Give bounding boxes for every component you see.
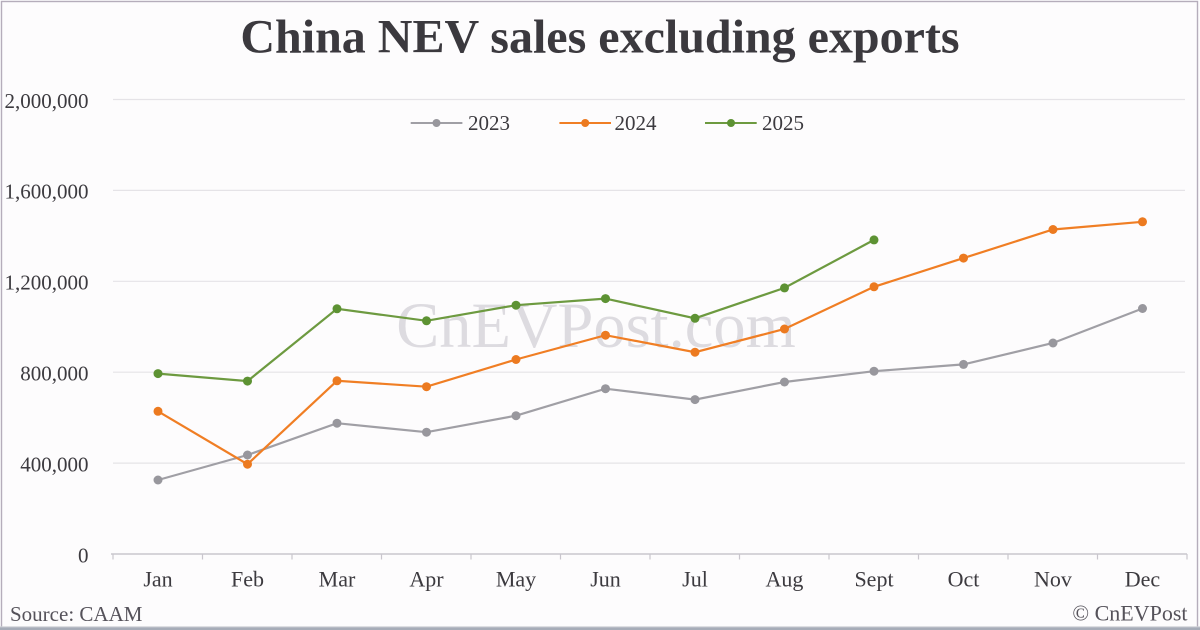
svg-text:Sept: Sept	[854, 567, 893, 592]
svg-text:Jul: Jul	[682, 567, 708, 592]
svg-text:Aug: Aug	[766, 567, 804, 592]
svg-text:1,200,000: 1,200,000	[5, 271, 89, 295]
svg-text:Mar: Mar	[319, 567, 356, 592]
svg-text:Jun: Jun	[590, 567, 621, 592]
svg-text:2024: 2024	[615, 111, 658, 135]
svg-text:Jan: Jan	[143, 567, 172, 592]
svg-text:1,600,000: 1,600,000	[5, 180, 89, 204]
svg-text:2,000,000: 2,000,000	[5, 89, 89, 113]
svg-text:800,000: 800,000	[20, 362, 88, 386]
svg-text:May: May	[496, 567, 536, 592]
svg-text:Apr: Apr	[409, 567, 444, 592]
svg-text:0: 0	[78, 543, 89, 567]
svg-text:2025: 2025	[762, 111, 804, 135]
svg-text:Dec: Dec	[1125, 567, 1161, 592]
svg-text:2023: 2023	[468, 111, 510, 135]
svg-text:400,000: 400,000	[20, 452, 88, 476]
svg-text:Source: CAAM: Source: CAAM	[10, 602, 143, 626]
svg-text:© CnEVPost: © CnEVPost	[1072, 601, 1187, 626]
svg-text:China NEV sales excluding expo: China NEV sales excluding exports	[240, 11, 959, 64]
svg-text:Oct: Oct	[948, 567, 980, 592]
svg-text:Nov: Nov	[1034, 567, 1072, 592]
svg-text:CnEVPost.com: CnEVPost.com	[396, 290, 796, 361]
svg-text:Feb: Feb	[231, 567, 264, 592]
